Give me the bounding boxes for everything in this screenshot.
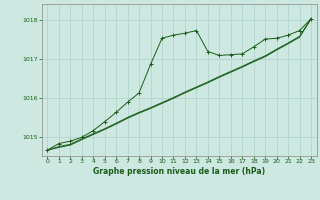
X-axis label: Graphe pression niveau de la mer (hPa): Graphe pression niveau de la mer (hPa) <box>93 167 265 176</box>
